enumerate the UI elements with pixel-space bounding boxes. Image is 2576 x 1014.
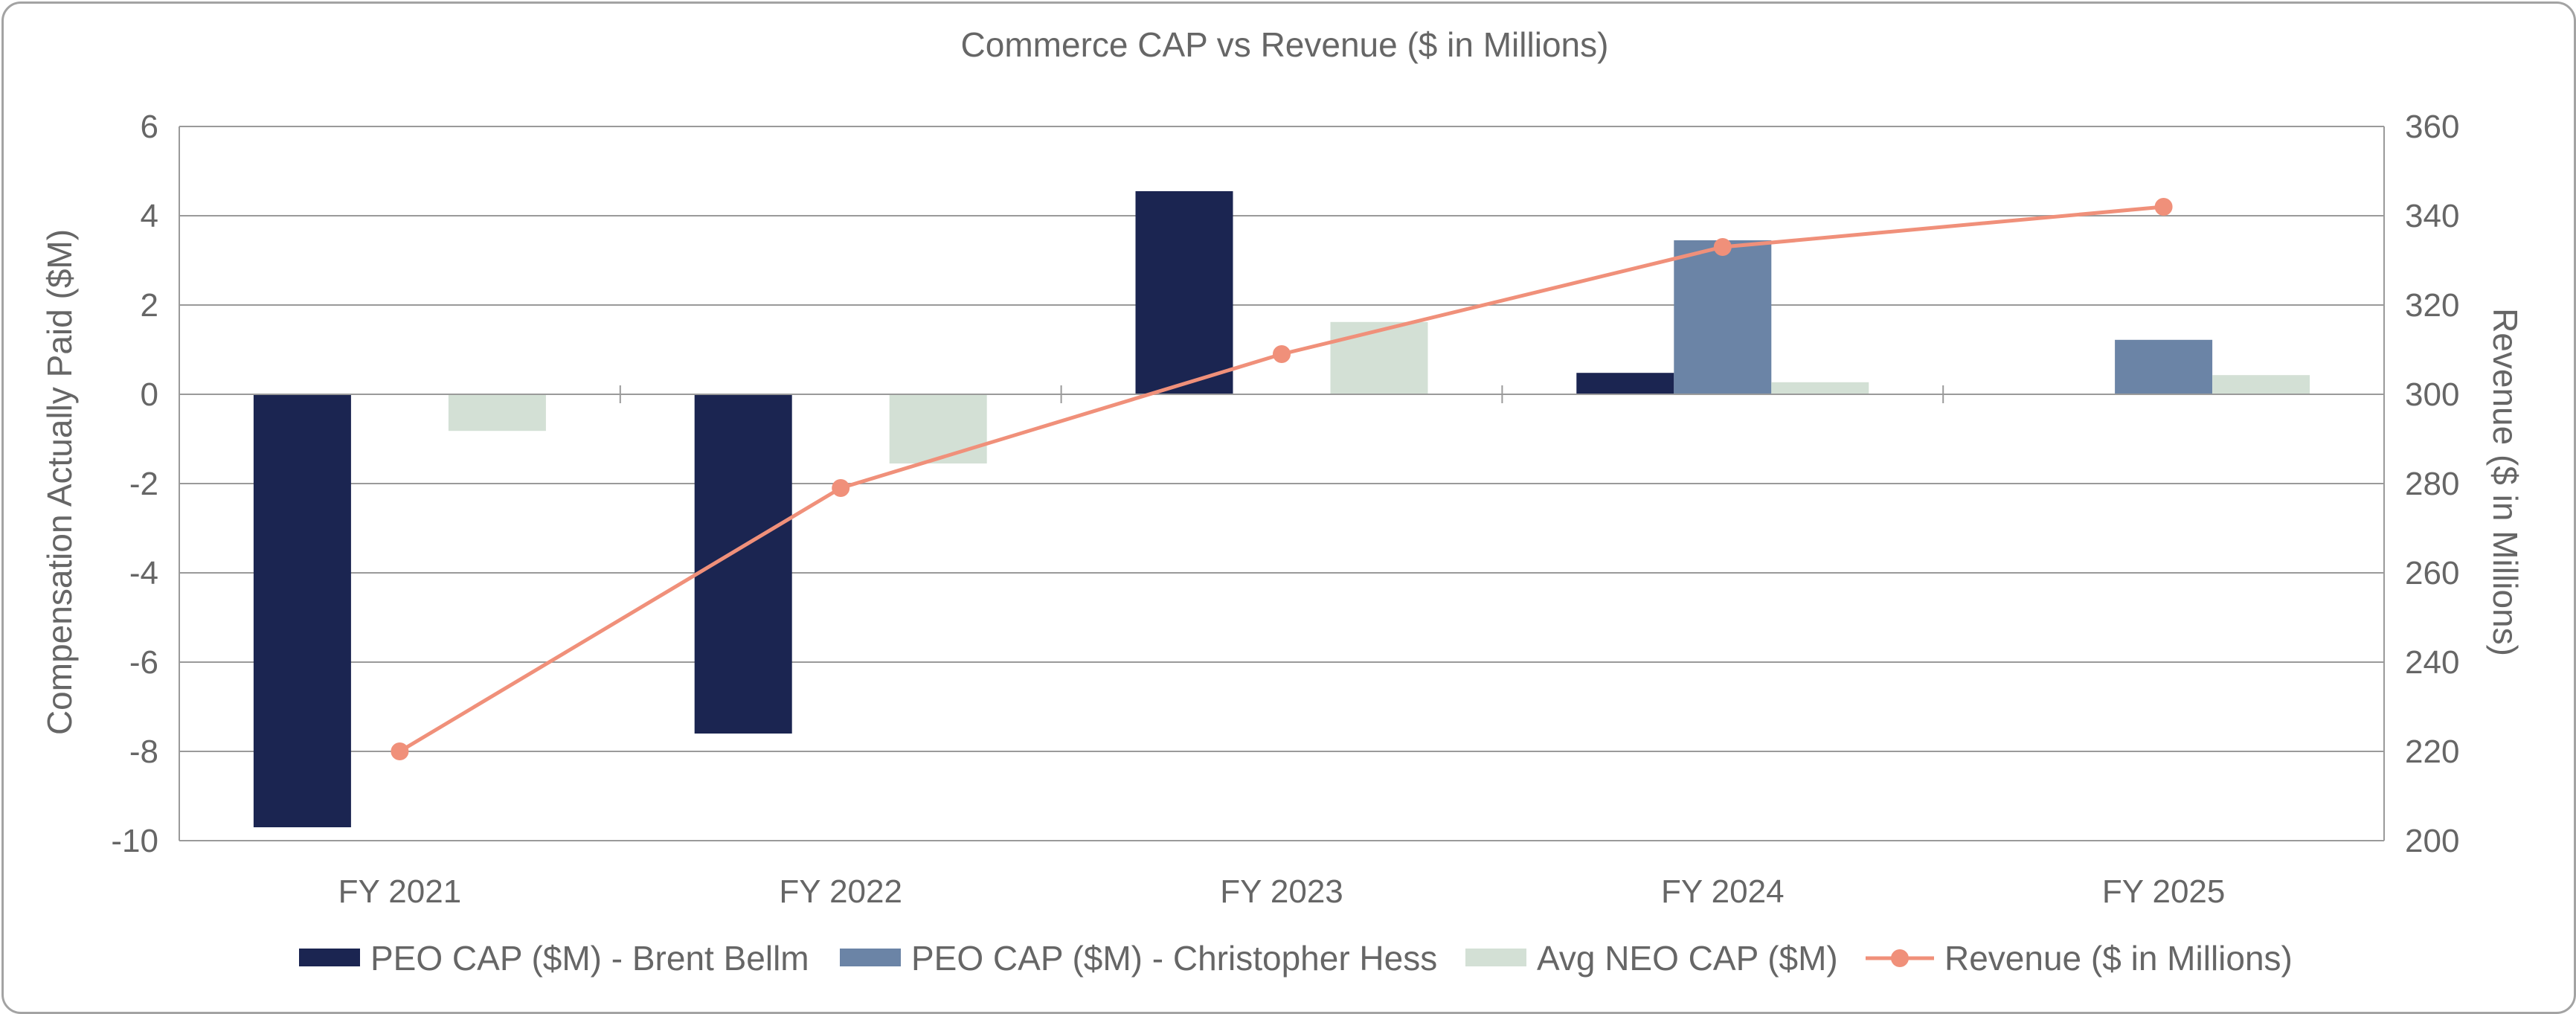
y-tick-label: -2 bbox=[129, 466, 158, 502]
legend: PEO CAP ($M) - Brent Bellm PEO CAP ($M) -… bbox=[299, 939, 2293, 978]
revenue-point bbox=[2154, 198, 2173, 216]
legend-label: PEO CAP ($M) - Brent Bellm bbox=[370, 939, 809, 978]
revenue-line-path bbox=[399, 205, 2164, 754]
y-right-tick-label: 300 bbox=[2405, 376, 2459, 413]
x-tick-label: FY 2025 bbox=[2102, 873, 2226, 910]
revenue-point bbox=[1273, 345, 1291, 363]
revenue-point bbox=[832, 479, 850, 497]
x-tick-label: FY 2022 bbox=[779, 873, 902, 910]
y-tick-label: -10 bbox=[111, 823, 158, 859]
x-tick-label: FY 2021 bbox=[338, 873, 462, 910]
bar bbox=[1771, 382, 1869, 394]
bar bbox=[1576, 373, 1674, 394]
bar bbox=[694, 394, 792, 734]
y-right-tick-label: 220 bbox=[2405, 734, 2459, 770]
legend-marker bbox=[1891, 949, 1909, 967]
legend-label: PEO CAP ($M) - Christopher Hess bbox=[911, 939, 1437, 978]
bar bbox=[1674, 240, 1772, 394]
bars bbox=[253, 191, 2310, 827]
x-tick-label: FY 2024 bbox=[1661, 873, 1785, 910]
bar bbox=[2212, 375, 2310, 394]
revenue-point bbox=[391, 742, 409, 760]
y-right-tick-label: 280 bbox=[2405, 466, 2459, 502]
x-tick-label: FY 2023 bbox=[1220, 873, 1343, 910]
y-tick-label: 2 bbox=[141, 287, 158, 324]
left-axis-ticks: 6 4 2 0 -2 -4 -6 -8 -10 bbox=[111, 109, 158, 859]
revenue-point bbox=[1713, 238, 1732, 256]
legend-swatch bbox=[840, 949, 901, 966]
legend-label: Avg NEO CAP ($M) bbox=[1537, 939, 1838, 978]
y-tick-label: 6 bbox=[141, 109, 158, 145]
chart-title: Commerce CAP vs Revenue ($ in Millions) bbox=[961, 25, 1609, 64]
bar bbox=[1330, 321, 1428, 394]
bar bbox=[1135, 191, 1233, 394]
legend-label: Revenue ($ in Millions) bbox=[1944, 939, 2293, 978]
y-tick-label: 4 bbox=[141, 198, 158, 234]
bar bbox=[253, 394, 351, 827]
y-right-tick-label: 200 bbox=[2405, 823, 2459, 859]
gridlines bbox=[179, 126, 2384, 841]
y-right-tick-label: 240 bbox=[2405, 644, 2459, 681]
category-axis-ticks: FY 2021 FY 2022 FY 2023 FY 2024 FY 2025 bbox=[338, 873, 2226, 910]
y-right-tick-label: 340 bbox=[2405, 198, 2459, 234]
bar bbox=[2115, 339, 2213, 394]
y-tick-label: -6 bbox=[129, 644, 158, 681]
y-right-tick-label: 260 bbox=[2405, 555, 2459, 591]
y-right-tick-label: 360 bbox=[2405, 109, 2459, 145]
y-tick-label: -4 bbox=[129, 555, 158, 591]
bar bbox=[448, 394, 546, 431]
legend-swatch bbox=[299, 949, 360, 966]
legend-swatch bbox=[1465, 949, 1526, 966]
y-axis-title-left: Compensation Actually Paid ($M) bbox=[40, 229, 79, 735]
bar bbox=[889, 394, 987, 463]
y-axis-title-right: Revenue ($ in Millions) bbox=[2486, 308, 2525, 656]
revenue-line bbox=[391, 198, 2173, 760]
right-axis-ticks: 360 340 320 300 280 260 240 220 200 bbox=[2405, 109, 2459, 859]
y-right-tick-label: 320 bbox=[2405, 287, 2459, 324]
y-tick-label: -8 bbox=[129, 734, 158, 770]
axes bbox=[179, 126, 2385, 841]
y-tick-label: 0 bbox=[141, 376, 158, 413]
